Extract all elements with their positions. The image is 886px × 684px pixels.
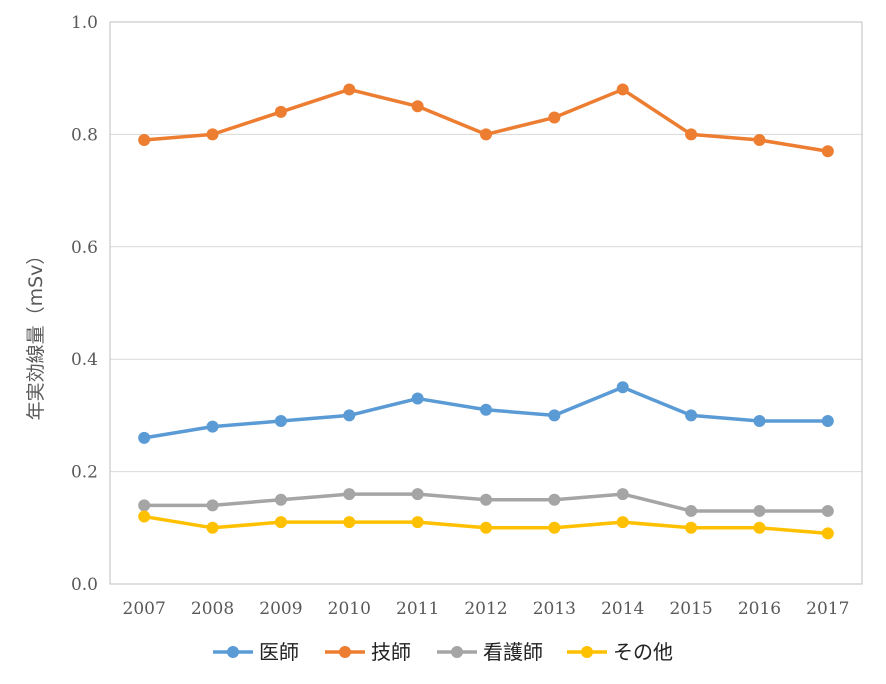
data-point (138, 431, 151, 444)
data-point (138, 510, 151, 523)
data-point (411, 488, 424, 501)
y-axis-ticks: 0.0 0.2 0.4 0.6 0.8 1.0 (71, 13, 98, 595)
data-point (616, 83, 629, 96)
series-2 (138, 83, 834, 158)
y-tick-label: 0.4 (71, 350, 98, 370)
data-point (206, 521, 219, 534)
data-point (343, 488, 356, 501)
x-tick-label: 2012 (464, 599, 507, 619)
y-tick-label: 1.0 (71, 13, 98, 33)
data-point (274, 493, 287, 506)
series-4 (138, 510, 834, 540)
data-point (274, 105, 287, 118)
x-axis-ticks: 2007 2008 2009 2010 2011 2012 2013 2014 2015 2016… (123, 599, 850, 619)
legend-swatch-marker (339, 646, 351, 658)
data-point (753, 504, 766, 517)
data-point (821, 145, 834, 158)
data-point (685, 504, 698, 517)
legend: 医師 技師 看護師 その他 (213, 640, 673, 664)
data-point (548, 111, 561, 124)
x-tick-label: 2009 (259, 599, 302, 619)
y-tick-label: 0.2 (71, 463, 98, 483)
data-point (753, 415, 766, 428)
y-tick-label: 0.0 (71, 575, 98, 595)
legend-swatch-marker (581, 646, 593, 658)
legend-item: その他 (567, 640, 673, 664)
x-tick-label: 2007 (123, 599, 166, 619)
y-tick-label: 0.8 (71, 125, 98, 145)
legend-item: 看護師 (437, 640, 543, 664)
data-point (411, 516, 424, 529)
data-point (480, 521, 492, 534)
legend-item: 技師 (325, 640, 411, 664)
data-point (821, 527, 834, 540)
y-axis-label: 年実効線量（mSv） (25, 246, 47, 421)
data-point (480, 493, 492, 506)
data-point (685, 409, 698, 422)
x-tick-label: 2016 (738, 599, 781, 619)
data-point (206, 420, 219, 433)
data-point (685, 521, 698, 534)
legend-label: その他 (613, 640, 673, 664)
data-point (821, 415, 834, 428)
data-point (138, 499, 151, 512)
x-tick-label: 2015 (669, 599, 712, 619)
data-point (480, 128, 492, 141)
data-point (411, 392, 424, 405)
data-point (480, 403, 492, 416)
series-1 (138, 381, 834, 444)
legend-label: 看護師 (483, 640, 543, 664)
data-point (343, 516, 356, 529)
legend-label: 医師 (259, 640, 299, 664)
legend-label: 技師 (371, 640, 411, 664)
data-point (616, 488, 629, 501)
x-tick-label: 2011 (396, 599, 439, 619)
data-point (206, 128, 219, 141)
series-group (138, 83, 834, 540)
data-point (548, 521, 561, 534)
x-tick-label: 2014 (601, 599, 644, 619)
data-point (753, 134, 766, 147)
data-point (206, 499, 219, 512)
plot-area-border (109, 21, 863, 585)
data-point (685, 128, 698, 141)
y-tick-label: 0.6 (71, 238, 98, 258)
data-point (274, 415, 287, 428)
data-point (343, 409, 356, 422)
legend-item: 医師 (213, 640, 299, 664)
x-tick-label: 2013 (533, 599, 576, 619)
legend-swatch-marker (451, 646, 463, 658)
x-tick-label: 2010 (328, 599, 371, 619)
x-tick-label: 2008 (191, 599, 234, 619)
data-point (274, 516, 287, 529)
series-line (142, 87, 830, 154)
data-point (821, 504, 834, 517)
data-point (343, 83, 356, 96)
data-point (616, 516, 629, 529)
x-tick-label: 2017 (806, 599, 849, 619)
data-point (616, 381, 629, 394)
data-point (548, 409, 561, 422)
data-point (138, 134, 151, 147)
data-point (753, 521, 766, 534)
data-point (411, 100, 424, 113)
legend-swatch-marker (227, 646, 239, 658)
series-3 (138, 488, 834, 517)
data-point (548, 493, 561, 506)
